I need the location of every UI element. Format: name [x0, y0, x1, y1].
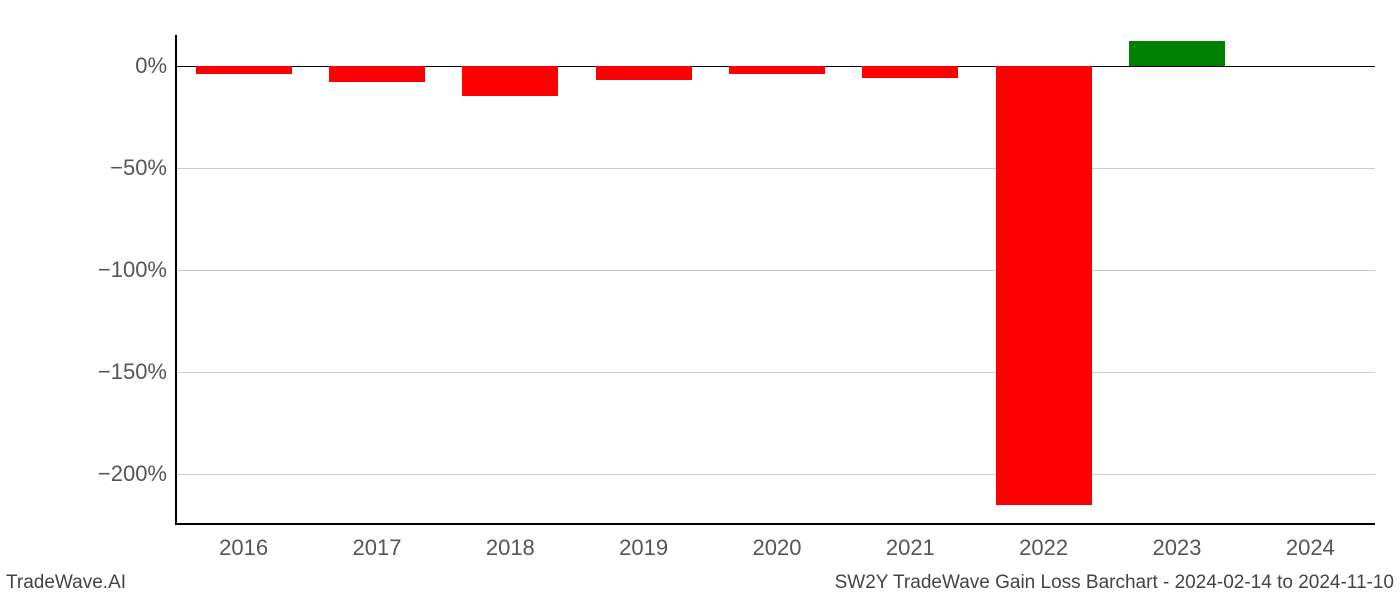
x-tick-label: 2020 [753, 523, 802, 561]
bar [729, 66, 825, 74]
bar [596, 66, 692, 80]
x-tick-label: 2016 [219, 523, 268, 561]
x-tick-label: 2017 [353, 523, 402, 561]
y-tick-label: −200% [98, 461, 177, 487]
y-tick-label: −50% [110, 155, 177, 181]
footer-right: SW2Y TradeWave Gain Loss Barchart - 2024… [835, 572, 1394, 594]
plot-area: −200%−150%−100%−50%0%2016201720182019202… [175, 35, 1375, 525]
y-tick-label: −150% [98, 359, 177, 385]
y-tick-label: 0% [135, 53, 177, 79]
bar [1129, 41, 1225, 66]
x-tick-label: 2023 [1153, 523, 1202, 561]
x-tick-label: 2024 [1286, 523, 1335, 561]
bar [996, 66, 1092, 505]
bar [196, 66, 292, 74]
gridline [177, 474, 1375, 475]
footer-left: TradeWave.AI [6, 572, 126, 594]
x-tick-label: 2021 [886, 523, 935, 561]
x-tick-label: 2018 [486, 523, 535, 561]
x-tick-label: 2022 [1019, 523, 1068, 561]
bar [862, 66, 958, 78]
gridline [177, 270, 1375, 271]
x-tick-label: 2019 [619, 523, 668, 561]
gridline [177, 372, 1375, 373]
bar [462, 66, 558, 97]
bar [329, 66, 425, 82]
gridline [177, 168, 1375, 169]
y-tick-label: −100% [98, 257, 177, 283]
chart-container: −200% −150% −100% −50% 0% 2016 2017 2018 2019 202… [0, 0, 1400, 600]
